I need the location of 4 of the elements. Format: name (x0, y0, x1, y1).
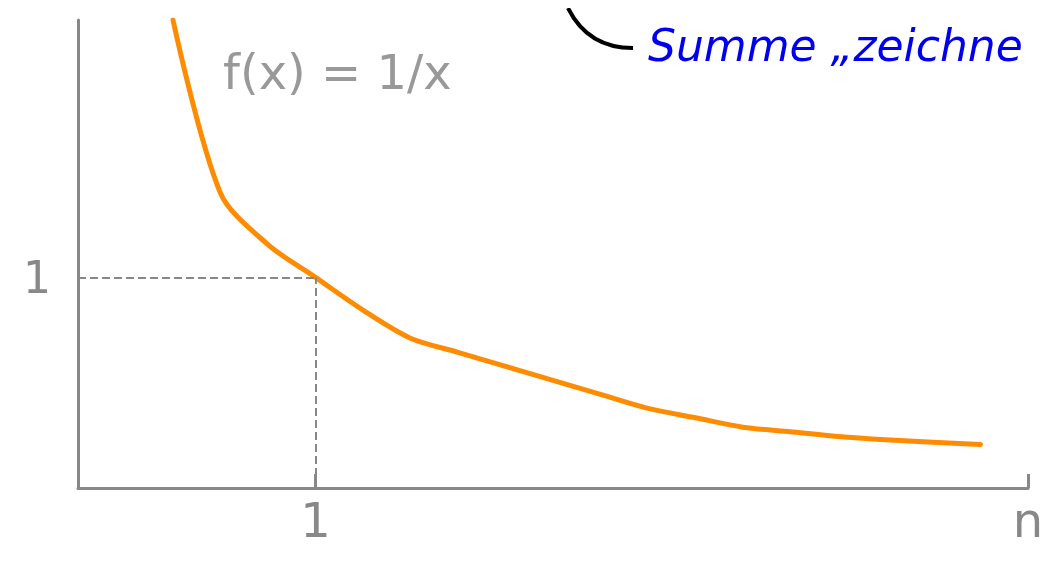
text: 1 (23, 251, 51, 303)
x-tick-label: n (1012, 492, 1044, 548)
text: f(x) = 1/x (223, 44, 452, 100)
annotation: Summe „zeichne (648, 19, 1023, 71)
